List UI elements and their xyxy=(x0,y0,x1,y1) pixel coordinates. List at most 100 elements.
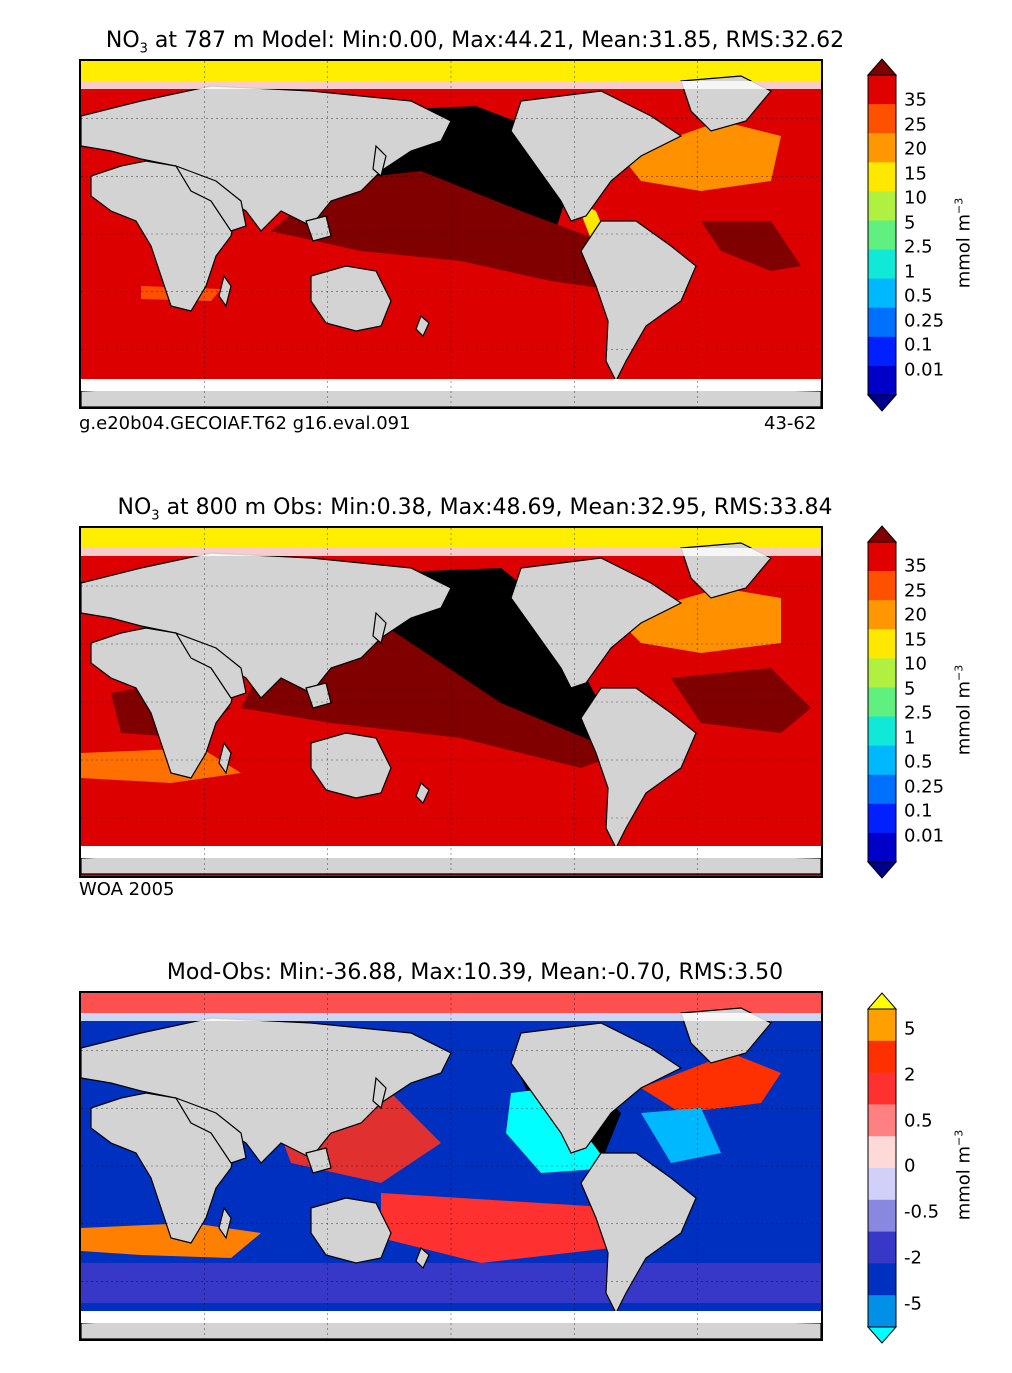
panel-1-colorbar-tick-label: 0.1 xyxy=(904,334,933,356)
panel-2-title: NO3 at 800 m Obs: Min:0.38, Max:48.69, M… xyxy=(117,495,833,524)
panel-2-land-madagascar xyxy=(218,741,232,775)
panel-1-field-tropical-pacific-band xyxy=(271,171,621,291)
panel-1-colorbar-extend-max xyxy=(866,58,898,76)
panel-1-colorbar-swatch xyxy=(868,220,896,251)
panel-1-land-eurasia xyxy=(81,85,452,232)
panel-2-land-australia xyxy=(310,732,392,799)
panel-1-colorbar-units: mmol m−3 xyxy=(952,197,975,289)
panel-2-colorbar-swatch xyxy=(868,658,896,688)
panel-1-colorbar-swatch xyxy=(868,75,896,105)
panel-1-land-borneo xyxy=(305,215,332,242)
panel-1-antarctic-margin xyxy=(81,379,821,391)
panel-3-land-s_america xyxy=(580,1152,697,1315)
panel-2-land-greenland xyxy=(680,542,772,599)
panel-1-colorbar-swatch xyxy=(868,365,896,396)
panel-3-antarctic-margin xyxy=(81,1311,821,1323)
panel-2-colorbar-tick-label: 35 xyxy=(904,555,927,577)
panel-3-colorbar-tick-label: 2 xyxy=(904,1064,916,1086)
panel-3-map xyxy=(79,991,823,1341)
panel-1-colorbar-swatch xyxy=(868,191,896,221)
panel-3-colorbar-tick-label: -2 xyxy=(904,1247,922,1269)
panel-3-field-trop-atlantic-negative xyxy=(641,1108,721,1163)
panel-1-land-madagascar xyxy=(218,274,232,308)
panel-2-colorbar-swatch xyxy=(868,629,896,659)
panel-3-colorbar-tick-label: 0.5 xyxy=(904,1110,933,1132)
panel-1-colorbar-swatch xyxy=(868,336,896,367)
panel-2-colorbar-tick-label: 20 xyxy=(904,604,927,626)
panel-2-colorbar xyxy=(866,525,898,879)
panel-1-caption-right: 43-62 xyxy=(764,413,817,434)
panel-1-colorbar-swatch xyxy=(868,133,896,163)
panel-2-colorbar-tick-label: 1 xyxy=(904,727,916,748)
panel-2-colorbar-swatch xyxy=(868,716,896,747)
panel-3-land-australia xyxy=(310,1197,392,1264)
panel-3-colorbar-swatch xyxy=(868,1009,896,1042)
panel-3-land-madagascar xyxy=(218,1206,232,1240)
panel-3-colorbar-swatch xyxy=(868,1040,896,1074)
panel-1-colorbar-tick-label: 2.5 xyxy=(904,236,933,258)
panel-3-colorbar-units: mmol m−3 xyxy=(952,1129,975,1221)
panel-3-land-borneo xyxy=(305,1147,332,1174)
panel-1-colorbar-tick-label: 20 xyxy=(904,138,927,160)
panel-2-colorbar-extend-min xyxy=(866,861,898,879)
panel-1-colorbar-tick-label: 25 xyxy=(904,114,927,135)
panel-1-land-japan xyxy=(372,144,387,178)
panel-1-colorbar-swatch xyxy=(868,104,896,134)
panel-2-colorbar-swatch xyxy=(868,803,896,834)
panel-1-colorbar-tick-label: 0.5 xyxy=(904,285,933,307)
panel-3-title: Mod-Obs: Min:-36.88, Max:10.39, Mean:-0.… xyxy=(166,960,784,985)
panel-2-colorbar-swatch xyxy=(868,600,896,630)
panel-1-colorbar-tick-label: 35 xyxy=(904,89,927,111)
panel-1-land-s_america xyxy=(580,220,697,383)
panel-2-land-arabia_india xyxy=(174,631,247,699)
panel-2-colorbar-tick-label: 25 xyxy=(904,580,927,601)
panel-2-field-tropical-atlantic-band xyxy=(671,668,811,733)
panel-2-map xyxy=(79,526,823,878)
panel-2-colorbar-swatch xyxy=(868,832,896,863)
panel-2-colorbar-tick-label: 15 xyxy=(904,629,927,650)
panel-3-land-arabia_india xyxy=(174,1096,247,1164)
panel-1-caption-left: g.e20b04.GECOIAF.T62 g16.eval.091 xyxy=(79,413,411,434)
panel-3-colorbar-swatch xyxy=(868,1168,896,1201)
panel-1-land-australia xyxy=(310,265,392,332)
panel-2-antarctic-margin xyxy=(81,846,821,858)
panel-3-colorbar-tick-label: -5 xyxy=(904,1293,922,1315)
panel-2-colorbar-tick-label: 0.5 xyxy=(904,751,933,773)
panel-1-colorbar-svg xyxy=(866,58,898,412)
panel-3-field-n-atlantic-positive xyxy=(641,1053,781,1113)
panel-1-land-arabia_india xyxy=(174,164,247,232)
panel-2-land-japan xyxy=(372,611,387,645)
panel-1-colorbar xyxy=(866,58,898,412)
panel-2-colorbar-tick-label: 2.5 xyxy=(904,702,933,724)
panel-2-field-n-atlantic-band xyxy=(616,588,781,653)
panel-3-colorbar-swatch xyxy=(868,1136,896,1169)
panel-3-colorbar-tick-label: 0 xyxy=(904,1155,916,1177)
panel-3-land-japan xyxy=(372,1076,387,1110)
panel-1-colorbar-tick-label: 0.01 xyxy=(904,359,945,380)
panel-3-colorbar-swatch xyxy=(868,1263,896,1296)
panel-3-arctic-margin xyxy=(81,1013,821,1021)
panel-3-colorbar-swatch xyxy=(868,1104,896,1137)
panel-1-land-n_america xyxy=(510,90,683,222)
panel-1-colorbar-tick-label: 1 xyxy=(904,261,916,282)
panel-2-land-eurasia xyxy=(81,552,452,699)
panel-3-colorbar-swatch xyxy=(868,1072,896,1105)
panel-3-colorbar-extend-min xyxy=(866,1326,898,1344)
panel-3-colorbar-swatch xyxy=(868,1231,896,1264)
panel-3-land-nz xyxy=(415,1246,430,1270)
panel-2-land-s_america xyxy=(580,687,697,850)
panel-3-colorbar-tick-label: 5 xyxy=(904,1018,916,1040)
panel-3-colorbar-swatch xyxy=(868,1295,896,1328)
panel-2-colorbar-swatch xyxy=(868,542,896,572)
panel-2-colorbar-tick-label: 0.25 xyxy=(904,776,945,797)
panel-2-colorbar-tick-label: 5 xyxy=(904,678,916,699)
panel-1-colorbar-swatch xyxy=(868,278,896,309)
panel-1-field-tropical-atlantic-band xyxy=(701,221,801,271)
panel-3-map-svg xyxy=(81,993,821,1339)
panel-2-land-n_america xyxy=(510,557,683,689)
panel-1-map xyxy=(79,59,823,409)
panel-2-arctic-margin xyxy=(81,548,821,556)
panel-2-colorbar-tick-label: 0.1 xyxy=(904,800,933,822)
panel-3-field-s-indian-positive xyxy=(81,1223,261,1258)
panel-3-colorbar xyxy=(866,992,898,1344)
